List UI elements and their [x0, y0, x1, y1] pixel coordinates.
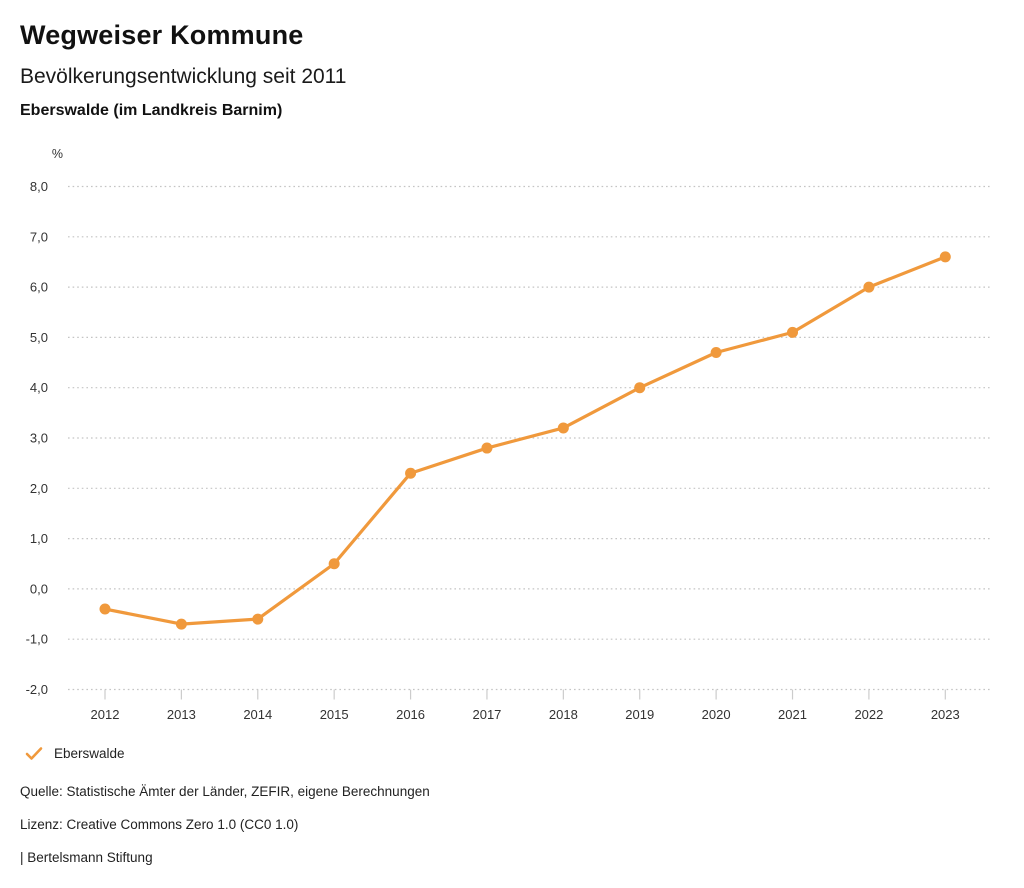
- chart-title: Bevölkerungsentwicklung seit 2011: [20, 65, 347, 88]
- y-tick-label: -2,0: [26, 682, 48, 697]
- x-tick-label: 2022: [854, 707, 883, 722]
- x-tick-label: 2012: [91, 707, 120, 722]
- y-tick-label: 7,0: [30, 229, 48, 244]
- license-text: Lizenz: Creative Commons Zero 1.0 (CC0 1…: [20, 817, 299, 832]
- x-tick-label: 2013: [167, 707, 196, 722]
- y-tick-label: 3,0: [30, 431, 48, 446]
- chart-region-label: Eberswalde (im Landkreis Barnim): [20, 102, 283, 119]
- y-tick-label: 2,0: [30, 481, 48, 496]
- y-tick-label: 6,0: [30, 280, 48, 295]
- data-point[interactable]: [405, 467, 417, 479]
- data-point[interactable]: [710, 346, 722, 358]
- y-tick-label: 5,0: [30, 330, 48, 345]
- line-chart: % 8,0 7,0 6,0 5,0 4,0 3,0 2,0 1,0 0,0 -1,0 -2,0 2012…: [26, 147, 992, 722]
- chart-header: Wegweiser Kommune Bevölkerungsentwicklun…: [20, 20, 346, 120]
- data-point[interactable]: [634, 382, 646, 394]
- y-axis-unit-label: %: [52, 147, 63, 161]
- x-tick-label: 2018: [549, 707, 578, 722]
- x-tick-label: 2023: [931, 707, 960, 722]
- page-title: Wegweiser Kommune: [20, 20, 304, 50]
- source-text: Quelle: Statistische Ämter der Länder, Z…: [20, 784, 430, 799]
- data-point[interactable]: [481, 442, 493, 454]
- y-tick-label: -1,0: [26, 632, 48, 647]
- data-point[interactable]: [787, 326, 799, 338]
- chart-footer: Quelle: Statistische Ämter der Länder, Z…: [20, 784, 430, 883]
- y-tick-label: 8,0: [30, 179, 48, 194]
- y-tick-label: 1,0: [30, 531, 48, 546]
- data-point[interactable]: [175, 618, 187, 630]
- x-tick-label: 2015: [320, 707, 349, 722]
- x-tick-label: 2017: [472, 707, 501, 722]
- data-point[interactable]: [557, 422, 569, 434]
- y-tick-label: 4,0: [30, 380, 48, 395]
- chart-legend[interactable]: Eberswalde: [25, 744, 125, 762]
- x-tick-label: 2020: [702, 707, 731, 722]
- x-tick-label: 2019: [625, 707, 654, 722]
- data-point[interactable]: [252, 613, 264, 625]
- data-point[interactable]: [99, 603, 111, 615]
- data-point[interactable]: [863, 281, 875, 293]
- data-point[interactable]: [939, 251, 951, 263]
- x-tick-label: 2014: [243, 707, 272, 722]
- x-tick-label: 2016: [396, 707, 425, 722]
- data-point[interactable]: [328, 558, 340, 570]
- attribution-text: | Bertelsmann Stiftung: [20, 850, 153, 865]
- legend-item-label: Eberswalde: [54, 745, 125, 761]
- y-tick-label: 0,0: [30, 581, 48, 596]
- check-icon: [25, 746, 43, 760]
- x-tick-label: 2021: [778, 707, 807, 722]
- series-line-eberswalde: [103, 255, 947, 626]
